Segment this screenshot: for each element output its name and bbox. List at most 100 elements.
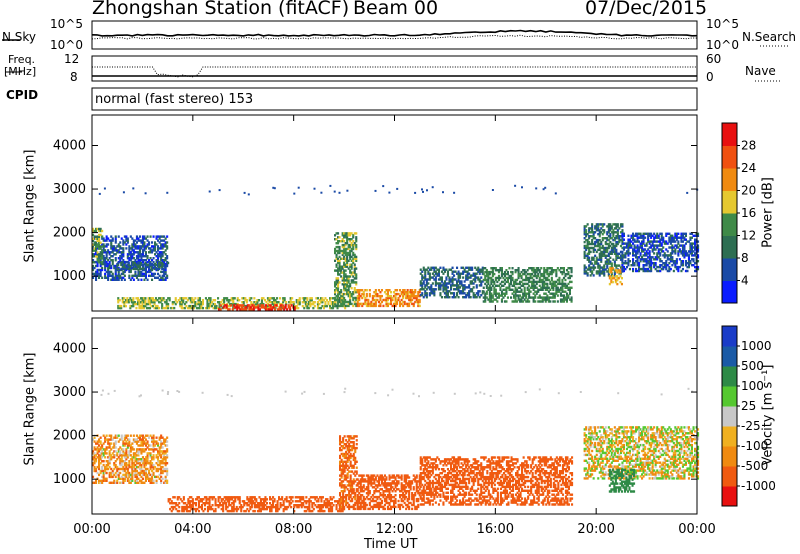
echo-cell bbox=[160, 436, 163, 439]
echo-cell bbox=[132, 302, 135, 306]
echo-cell bbox=[613, 262, 616, 265]
echo-cell bbox=[549, 300, 552, 303]
echo-cell bbox=[450, 268, 453, 271]
echo-cell bbox=[150, 304, 153, 308]
echo-cell bbox=[419, 284, 422, 287]
echo-cell bbox=[462, 292, 465, 295]
echo-cell bbox=[511, 267, 514, 270]
echo-cell bbox=[325, 304, 328, 308]
echo-cell bbox=[169, 507, 172, 511]
echo-cell bbox=[161, 452, 164, 455]
echo-cell bbox=[456, 292, 459, 295]
echo-cell bbox=[222, 498, 225, 501]
echo-cell bbox=[234, 496, 237, 499]
echo-cell bbox=[191, 504, 194, 507]
echo-cell bbox=[665, 267, 668, 271]
echo-cell bbox=[277, 301, 280, 304]
echo-cell bbox=[633, 254, 636, 257]
echo-cell bbox=[111, 247, 114, 250]
echo-cell bbox=[672, 260, 675, 263]
echo-cell bbox=[338, 255, 341, 259]
echo-cell bbox=[463, 292, 466, 295]
echo-cell bbox=[149, 299, 152, 302]
echo-cell bbox=[583, 233, 586, 236]
echo-cell bbox=[104, 448, 107, 451]
echo-cell bbox=[143, 274, 146, 277]
echo-cell bbox=[252, 304, 255, 307]
echo-cell bbox=[120, 448, 123, 451]
echo-cell bbox=[490, 282, 493, 286]
echo-cell bbox=[677, 250, 680, 253]
echo-cell bbox=[352, 271, 355, 274]
echo-cell bbox=[343, 292, 346, 296]
echo-cell bbox=[92, 227, 95, 231]
echo-cell bbox=[332, 297, 335, 300]
echo-cell bbox=[120, 306, 123, 310]
echo-cell bbox=[306, 500, 309, 503]
echo-cell bbox=[674, 252, 677, 255]
echo-cell bbox=[386, 291, 389, 294]
echo-cell bbox=[618, 256, 621, 259]
echo-cell bbox=[668, 246, 671, 249]
echo-cell bbox=[158, 454, 161, 457]
echo-cell bbox=[295, 306, 298, 310]
echo-cell bbox=[164, 249, 167, 252]
echo-cell bbox=[139, 261, 142, 265]
echo-cell bbox=[174, 299, 177, 302]
echo-cell bbox=[254, 306, 257, 309]
echo-cell bbox=[99, 471, 102, 475]
echo-cell bbox=[99, 446, 102, 449]
echo-cell bbox=[635, 254, 638, 257]
echo-cell bbox=[161, 270, 164, 274]
echo-cell bbox=[488, 270, 491, 274]
echo-cell bbox=[151, 259, 154, 262]
echo-cell bbox=[316, 306, 319, 310]
echo-cell bbox=[120, 462, 123, 465]
echo-cell bbox=[134, 475, 137, 479]
echo-cell bbox=[514, 300, 517, 303]
echo-cell bbox=[349, 240, 352, 243]
echo-cell bbox=[141, 243, 144, 246]
echo-cell bbox=[183, 297, 186, 300]
echo-cell bbox=[113, 454, 116, 457]
echo-cell bbox=[108, 274, 111, 277]
echo-cell bbox=[681, 260, 684, 263]
echo-cell bbox=[433, 274, 436, 277]
echo-cell bbox=[134, 272, 137, 276]
echo-cell bbox=[113, 278, 116, 281]
echo-cell bbox=[615, 248, 618, 252]
echo-cell bbox=[439, 284, 442, 287]
echo-cell bbox=[585, 246, 588, 250]
echo-cell bbox=[311, 502, 314, 505]
echo-cell bbox=[117, 475, 120, 479]
echo-cell bbox=[162, 267, 165, 271]
echo-cell bbox=[672, 236, 675, 239]
echo-cell bbox=[482, 278, 485, 282]
echo-cell bbox=[352, 240, 355, 243]
echo-cell bbox=[399, 300, 402, 304]
echo-cell bbox=[653, 232, 656, 235]
echo-cell bbox=[157, 257, 160, 260]
echo-cell bbox=[353, 267, 356, 270]
echo-cell bbox=[427, 278, 430, 281]
echo-cell bbox=[117, 261, 120, 265]
echo-cell bbox=[157, 255, 160, 258]
echo-cell bbox=[424, 284, 427, 287]
echo-cell bbox=[606, 238, 609, 242]
echo-cell bbox=[394, 296, 397, 300]
echo-cell bbox=[347, 302, 350, 306]
echo-cell bbox=[356, 300, 359, 304]
echo-cell bbox=[152, 247, 155, 250]
echo-cell bbox=[417, 294, 420, 298]
echo-cell bbox=[364, 289, 367, 292]
echo-cell bbox=[305, 502, 308, 505]
echo-cell bbox=[430, 266, 433, 269]
echo-cell bbox=[627, 254, 630, 257]
echo-cell bbox=[157, 463, 160, 467]
echo-cell bbox=[619, 254, 622, 257]
echo-cell bbox=[111, 481, 114, 484]
echo-cell bbox=[95, 270, 98, 274]
echo-cell bbox=[484, 270, 487, 274]
echo-cell bbox=[206, 304, 209, 308]
echo-cell bbox=[132, 274, 135, 277]
